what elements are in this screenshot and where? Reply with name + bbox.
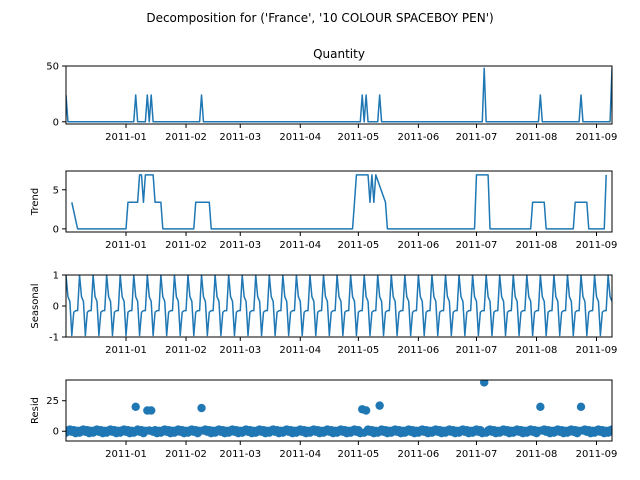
x-tick-label: 2011-01 [105,449,147,460]
resid-point [607,425,612,434]
plot-area-resid [66,380,612,438]
plot-area-quantity [66,67,612,123]
x-tick-label: 2011-01 [105,345,147,356]
y-tick-label: 0 [53,302,59,313]
resid-point [146,406,156,415]
x-tick-label: 2011-07 [456,345,498,356]
resid-point [131,402,140,412]
x-tick-label: 2011-05 [337,449,379,460]
resid-point [536,402,545,412]
x-tick-label: 2011-08 [516,449,558,460]
y-tick-label: -1 [49,333,59,344]
x-tick-label: 2011-04 [279,240,321,251]
plot-area-trend [71,174,607,230]
panel-trend: Trend 0 5 2011-01 2011-02 2011-03 2011-04 2011-… [30,170,618,251]
resid-point [576,402,586,412]
x-tick-label: 2011-07 [456,240,498,251]
resid-point [361,406,371,415]
x-tick-label: 2011-04 [279,449,321,460]
series-line-quantity [66,67,612,123]
x-tick-label: 2011-05 [337,240,379,251]
x-tick-label: 2011-06 [397,240,439,251]
x-tick-label: 2011-02 [165,345,207,356]
resid-point [480,380,489,387]
x-tick-label: 2011-05 [337,345,379,356]
y-tick-label: 0 [53,224,59,235]
y-tick-label: 1 [53,271,59,282]
panel-title-quantity: Quantity [313,47,365,61]
x-tick-label: 2011-09 [576,240,618,251]
x-tick-label: 2011-07 [456,449,498,460]
resid-point [375,401,384,410]
series-line-trend [71,174,607,230]
x-tick-label: 2011-02 [165,132,207,143]
y-axis-label-trend: Trend [30,188,41,216]
x-tick-label: 2011-07 [456,132,498,143]
resid-point [197,403,206,413]
series-line-seasonal [66,275,612,337]
x-tick-label: 2011-01 [105,132,147,143]
x-tick-label: 2011-04 [279,345,321,356]
y-axis-label-resid: Resid [30,397,41,424]
x-tick-label: 2011-08 [516,132,558,143]
x-tick-label: 2011-09 [576,345,618,356]
x-tick-label: 2011-08 [516,345,558,356]
x-tick-label: 2011-03 [219,345,261,356]
x-tick-label: 2011-03 [219,449,261,460]
panel-seasonal: Seasonal -1 0 1 2011-01 2011-02 2011-03 2011-04… [30,271,617,357]
y-tick-label: 25 [46,396,59,407]
y-tick-label: 0 [53,117,59,128]
x-tick-label: 2011-04 [279,132,321,143]
y-tick-label: 5 [53,185,59,196]
x-tick-label: 2011-09 [576,449,618,460]
y-tick-label: 0 [53,427,59,438]
x-tick-label: 2011-06 [397,449,439,460]
x-tick-label: 2011-08 [516,240,558,251]
x-tick-label: 2011-09 [576,132,618,143]
x-tick-label: 2011-06 [397,345,439,356]
y-axis-label-seasonal: Seasonal [30,283,41,328]
x-tick-label: 2011-02 [165,240,207,251]
x-tick-label: 2011-03 [219,240,261,251]
y-tick-label: 50 [46,62,59,73]
x-tick-label: 2011-02 [165,449,207,460]
panel-frame-quantity [65,65,613,125]
x-tick-label: 2011-01 [105,240,147,251]
plot-area-seasonal [66,275,612,337]
panel-quantity: Quantity 0 50 2011-01 2011-02 2011-03 2011-04 2… [46,47,617,143]
x-tick-label: 2011-06 [397,132,439,143]
figure-title: Decomposition for ('France', '10 COLOUR … [146,11,493,25]
panel-resid: Resid 0 25 2011-01 2011-02 2011-03 2011-04 2011… [30,379,618,460]
panel-frame-trend [65,170,613,233]
panel-frame-resid [65,379,613,442]
x-tick-label: 2011-05 [337,132,379,143]
x-tick-label: 2011-03 [219,132,261,143]
